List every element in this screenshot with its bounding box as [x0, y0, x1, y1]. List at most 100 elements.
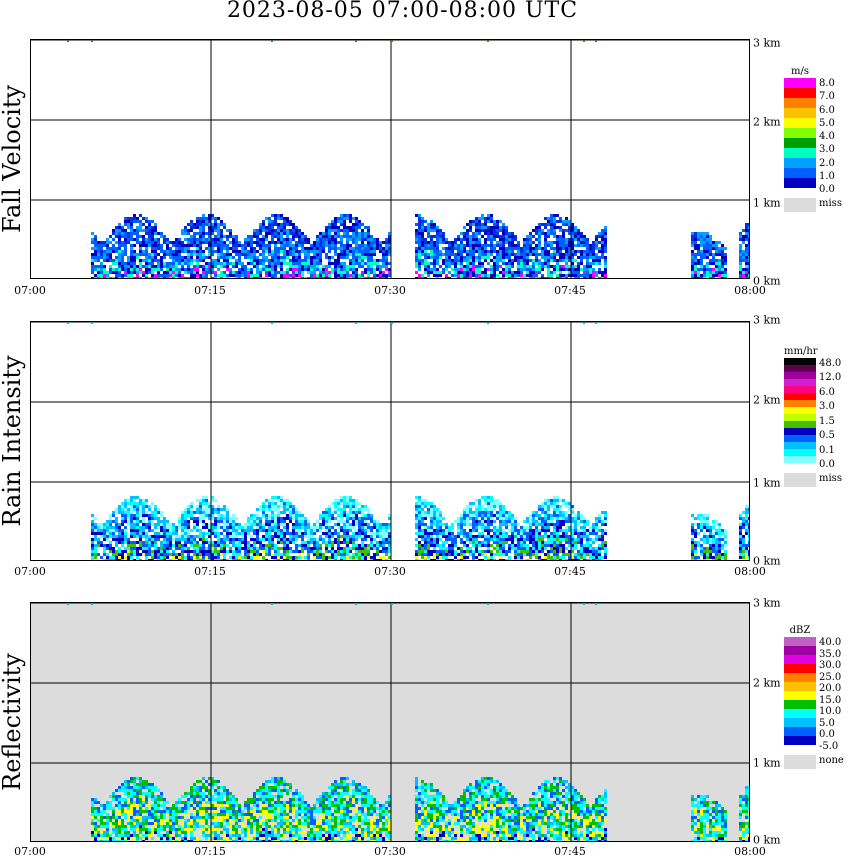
echo-cell — [544, 532, 547, 535]
echo-cell — [226, 253, 229, 256]
echo-cell — [256, 262, 259, 265]
echo-cell — [310, 538, 313, 541]
echo-cell — [469, 259, 472, 262]
echo-cell — [475, 235, 478, 238]
echo-cell — [334, 499, 337, 502]
echo-cell — [169, 262, 172, 265]
echo-cell — [163, 556, 166, 559]
echo-cell — [127, 544, 130, 547]
echo-cell — [328, 265, 331, 268]
echo-cell — [277, 529, 280, 532]
echo-cell — [355, 511, 358, 514]
echo-cell — [745, 235, 748, 238]
echo-cell — [274, 217, 277, 220]
echo-cell — [253, 232, 256, 235]
echo-cell — [172, 556, 175, 559]
echo-cell — [280, 238, 283, 241]
echo-cell — [709, 250, 712, 253]
echo-cell — [199, 241, 202, 244]
echo-cell — [187, 277, 190, 278]
echo-cell — [547, 253, 550, 256]
echo-cell — [322, 556, 325, 559]
echo-cell — [196, 250, 199, 253]
echo-cell — [490, 232, 493, 235]
echo-cell — [511, 529, 514, 532]
echo-cell — [286, 529, 289, 532]
echo-cell — [598, 268, 601, 271]
echo-cell — [211, 526, 214, 529]
echo-cell — [325, 226, 328, 229]
echo-cell — [235, 526, 238, 529]
echo-cell — [250, 556, 253, 559]
echo-cell — [127, 256, 130, 259]
echo-cell — [319, 262, 322, 265]
echo-cell — [217, 256, 220, 259]
echo-cell — [535, 247, 538, 250]
echo-cell — [214, 220, 217, 223]
echo-cell — [742, 229, 745, 232]
echo-cell — [313, 253, 316, 256]
echo-cell — [547, 538, 550, 541]
echo-cell — [466, 223, 469, 226]
echo-cell — [421, 529, 424, 532]
echo-cell — [151, 229, 154, 232]
echo-cell — [184, 232, 187, 235]
echo-cell — [271, 523, 274, 526]
echo-cell — [565, 553, 568, 556]
echo-cell — [385, 529, 388, 532]
echo-cell — [550, 265, 553, 268]
echo-cell — [295, 535, 298, 538]
echo-cell — [505, 535, 508, 538]
echo-cell — [301, 541, 304, 544]
echo-cell — [277, 538, 280, 541]
echo-cell — [493, 499, 496, 502]
echo-cell — [136, 556, 139, 559]
echo-cell — [217, 223, 220, 226]
echo-cell — [418, 247, 421, 250]
echo-cell — [469, 541, 472, 544]
echo-cell — [481, 535, 484, 538]
echo-cell — [430, 241, 433, 244]
echo-cell — [151, 535, 154, 538]
echo-cell — [229, 247, 232, 250]
echo-cell — [532, 541, 535, 544]
echo-cell — [187, 232, 190, 235]
echo-cell — [424, 550, 427, 553]
echo-cell — [334, 250, 337, 253]
echo-cell — [460, 247, 463, 250]
echo-cell — [304, 277, 307, 278]
echo-cell — [748, 229, 749, 232]
echo-cell — [718, 250, 721, 253]
echo-cell — [211, 214, 214, 217]
echo-cell — [553, 544, 556, 547]
echo-cell — [541, 277, 544, 278]
echo-cell — [280, 229, 283, 232]
echo-cell — [166, 238, 169, 241]
echo-cell — [580, 235, 583, 238]
echo-cell — [196, 268, 199, 271]
echo-cell — [586, 244, 589, 247]
echo-cell — [511, 235, 514, 238]
echo-cell — [247, 271, 250, 274]
echo-cell — [355, 550, 358, 553]
echo-cell — [376, 244, 379, 247]
echo-cell — [439, 529, 442, 532]
echo-cell — [181, 250, 184, 253]
echo-cell — [568, 250, 571, 253]
echo-cell — [277, 523, 280, 526]
echo-cell — [547, 517, 550, 520]
echo-cell — [520, 538, 523, 541]
echo-cell — [547, 223, 550, 226]
echo-cell — [328, 238, 331, 241]
echo-cell — [187, 223, 190, 226]
echo-cell — [283, 502, 286, 505]
echo-cell — [523, 262, 526, 265]
echo-cell — [748, 268, 749, 271]
echo-cell — [262, 265, 265, 268]
echo-cell — [562, 550, 565, 553]
echo-cell — [172, 277, 175, 278]
echo-cell — [718, 274, 721, 277]
echo-cell — [148, 535, 151, 538]
echo-cell — [484, 541, 487, 544]
echo-cell — [502, 226, 505, 229]
